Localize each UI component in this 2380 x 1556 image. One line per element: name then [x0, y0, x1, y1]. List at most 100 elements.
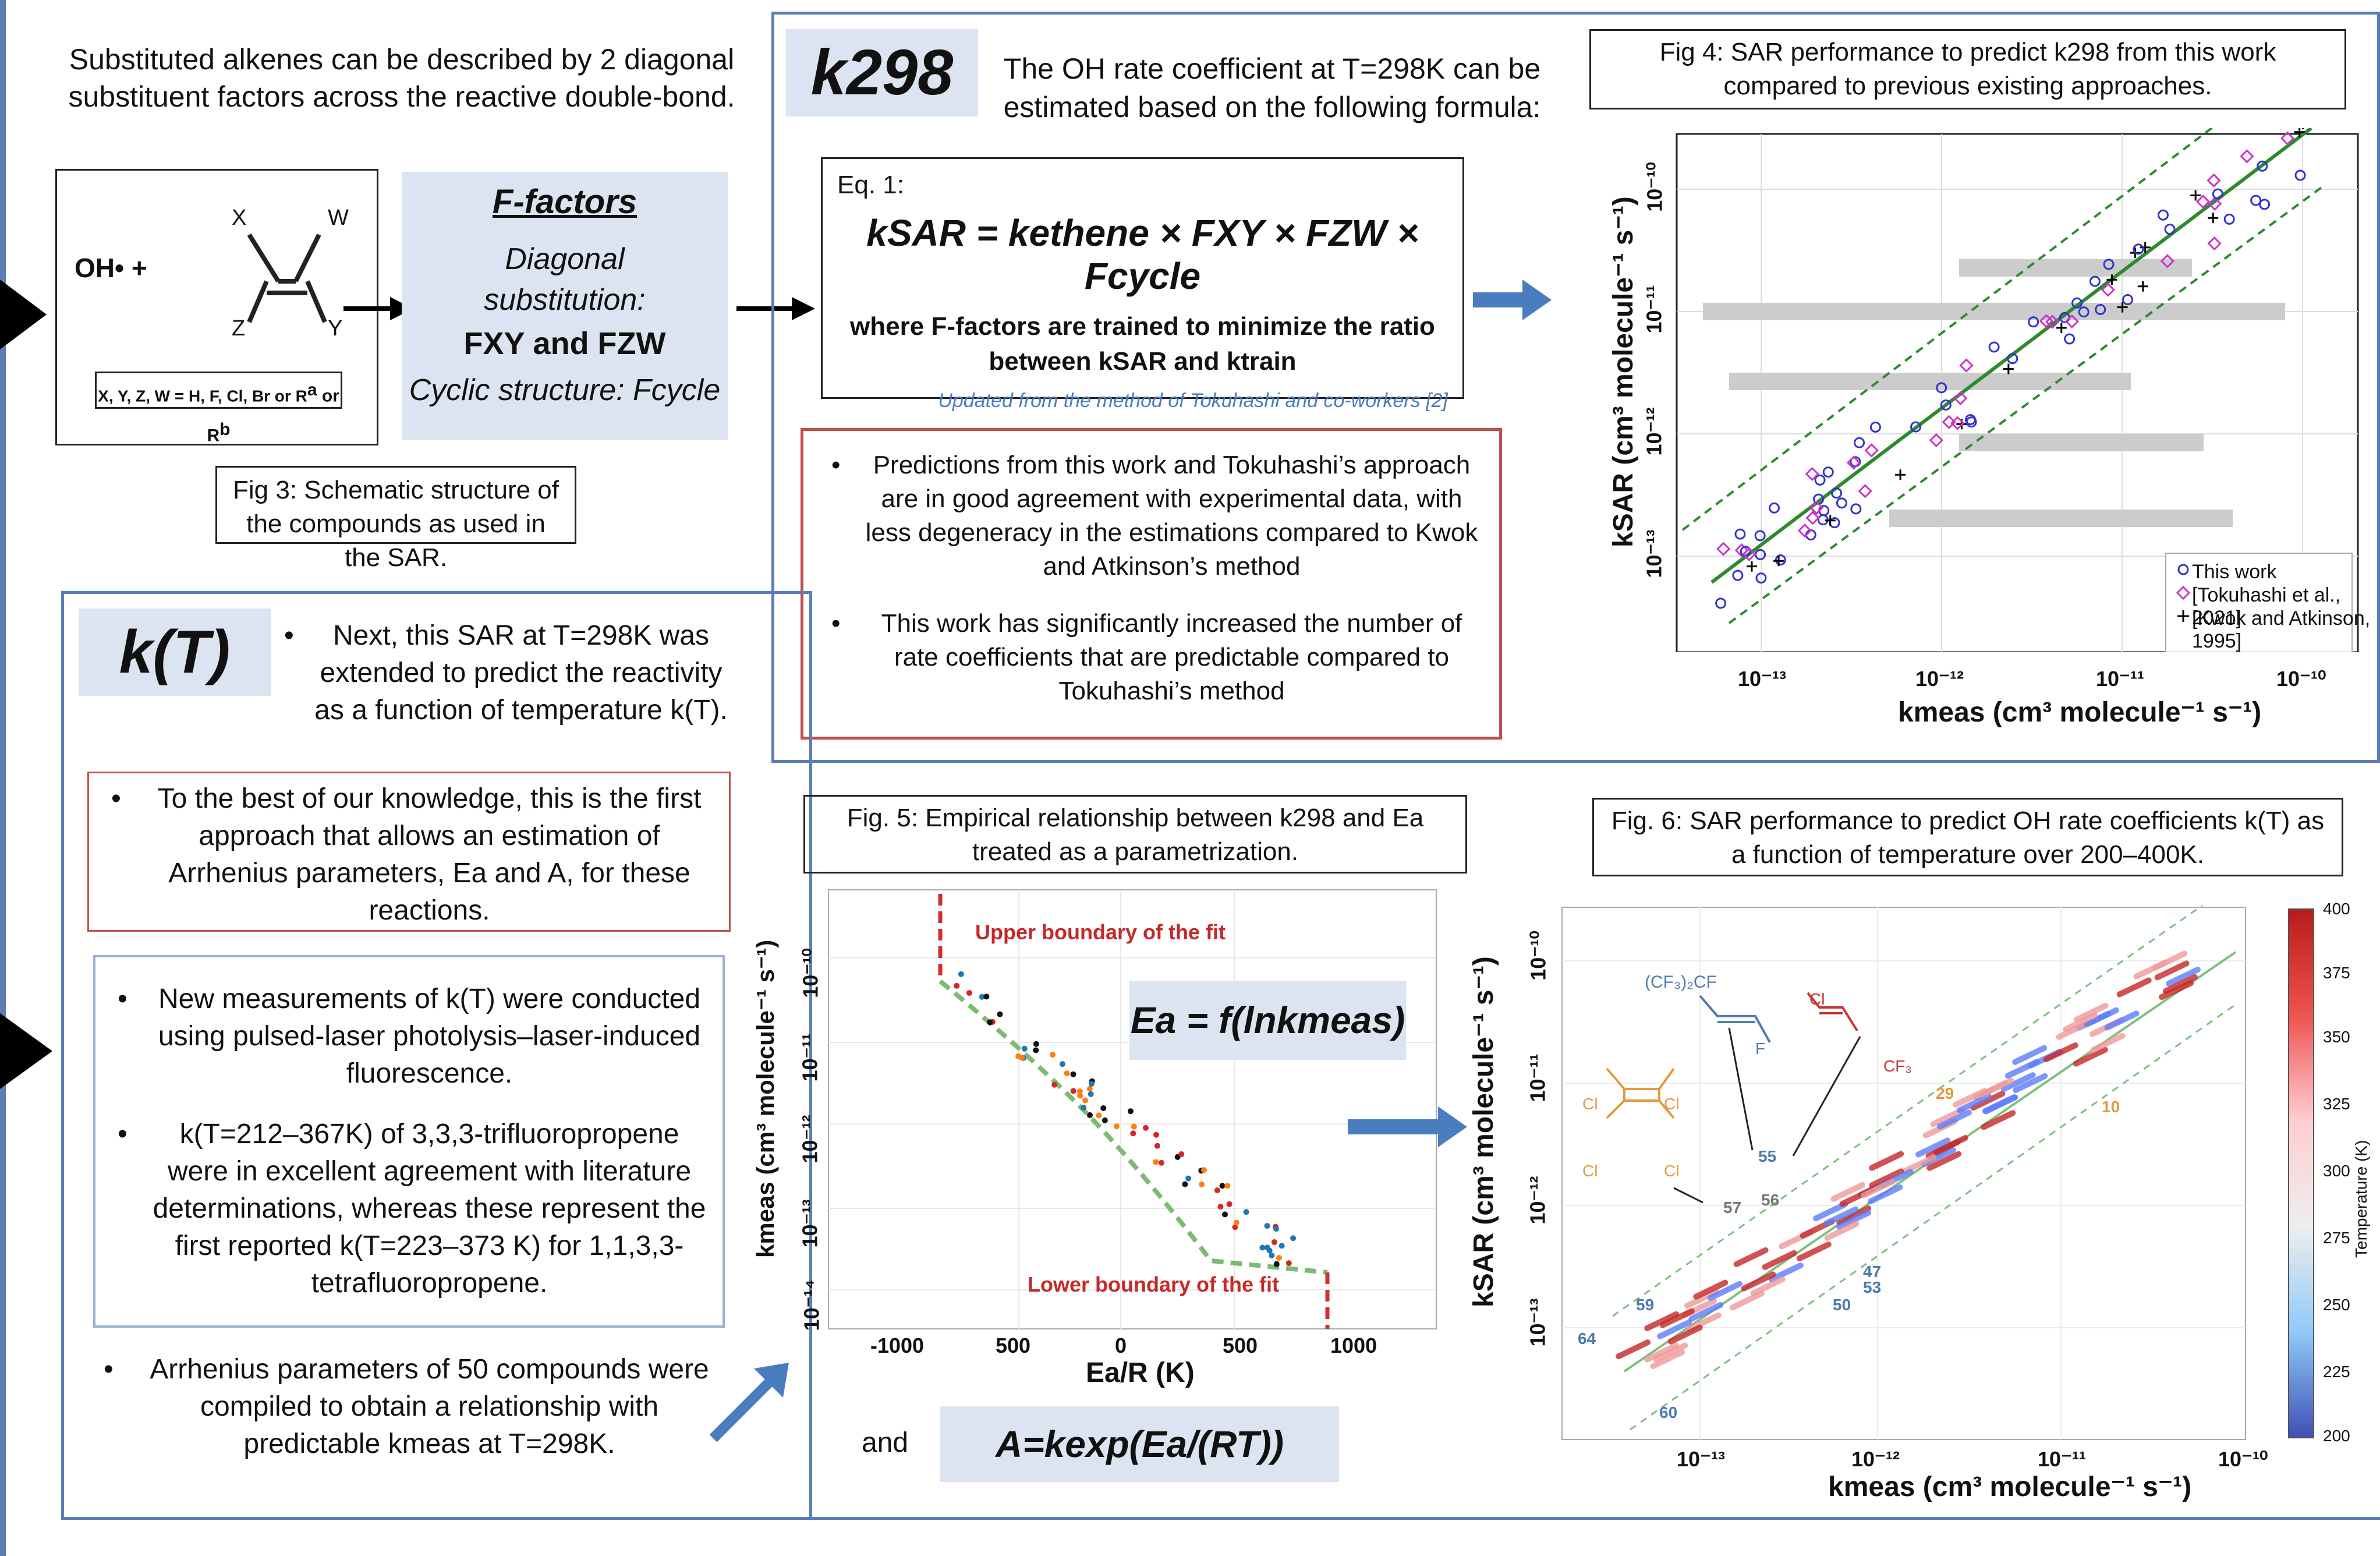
fig4-xlabel: kmeas (cm³ molecule⁻¹ s⁻¹) [1898, 696, 2261, 729]
fig6-colorbar-label: Temperature (K) [2352, 1140, 2371, 1258]
fig5-point [1033, 1048, 1039, 1053]
arrow-to-fig5 [707, 1357, 795, 1444]
fig4-ytick-4: 10⁻¹³ [1642, 529, 1667, 578]
fig5-point [1201, 1167, 1207, 1173]
k298-bullet-2: This work has significantly increased th… [821, 607, 1482, 708]
fig6-label-57: 57 [1723, 1198, 1741, 1217]
fig5-ytick-1: 10⁻¹⁰ [799, 948, 823, 998]
fig5-point [997, 1012, 1003, 1017]
fig6-ytick-2: 10⁻¹¹ [1526, 1053, 1550, 1102]
fig5-point [1153, 1159, 1159, 1165]
ffactors-line3: FXY and FZW [402, 320, 728, 367]
fig5-point [1199, 1182, 1205, 1187]
fig5-point [1159, 1160, 1164, 1166]
fig6-colorbar [2288, 908, 2314, 1438]
fig5-point [1220, 1183, 1226, 1189]
fig5-lower: Lower boundary of the fit [1028, 1272, 1279, 1297]
fig6-mol-cl-3: Cl [1582, 1162, 1598, 1180]
measurement-2: k(T=212–367K) of 3,3,3-trifluoropropene … [107, 1116, 711, 1302]
fig5-point [1060, 1061, 1065, 1067]
fig6-xlabel: kmeas (cm³ molecule⁻¹ s⁻¹) [1828, 1470, 2191, 1503]
eq1-where: where F-factors are trained to minimize … [837, 309, 1448, 379]
fig6-ytick-3: 10⁻¹² [1526, 1176, 1550, 1224]
fig5-point [1096, 1112, 1102, 1118]
fig5-point [1269, 1253, 1274, 1258]
k298-bullets-box: Predictions from this work and Tokuhashi… [801, 428, 1502, 740]
fig5-ytick-5: 10⁻¹⁴ [799, 1279, 824, 1331]
fig6-colorbar-tick-1: 400 [2323, 900, 2350, 918]
fig5-point [1265, 1244, 1270, 1250]
fig6-label-50: 50 [1833, 1296, 1851, 1314]
fig4-xtick-2: 10⁻¹² [1915, 667, 1964, 691]
fig3-caption-box: Fig 3: Schematic structure of the compou… [215, 466, 576, 544]
left-arrow-bottom [0, 1013, 52, 1089]
k298-intro: The OH rate coefficient at T=298K can be… [996, 49, 1549, 126]
fig5-xtick-4: 500 [1223, 1334, 1258, 1358]
fig6-label-59: 59 [1636, 1296, 1654, 1314]
fig6-label-53: 53 [1863, 1278, 1881, 1297]
fig5-point [1071, 1088, 1076, 1094]
kt-intro: Next, this SAR at T=298K was extended to… [274, 617, 728, 729]
kt-intro-list: Next, this SAR at T=298K was extended to… [274, 617, 728, 729]
fig5-point [1244, 1209, 1249, 1215]
fig4-caption: Fig 4: SAR performance to predict k298 f… [1600, 36, 2336, 103]
fig6-mol-cl-4: Cl [1664, 1162, 1679, 1180]
fig5-point [1019, 1055, 1025, 1060]
fig5-point [1064, 1070, 1070, 1076]
k298-bullet-1: Predictions from this work and Tokuhashi… [821, 448, 1482, 584]
fig5-ytick-2: 10⁻¹¹ [798, 1033, 823, 1081]
fig5-point [1153, 1132, 1159, 1138]
fig5-point [958, 971, 964, 977]
fig4-legend-3: [Kwok and Atkinson, 1995] [2192, 607, 2380, 653]
reactant-label: OH• + [75, 252, 147, 284]
fig5-point [1071, 1071, 1076, 1077]
fig6-ytick-4: 10⁻¹³ [1526, 1298, 1550, 1346]
ffactors-line1: Diagonal [402, 239, 728, 280]
fig4-ytick-3: 10⁻¹² [1642, 407, 1667, 455]
fig5-xtick-5: 1000 [1330, 1334, 1377, 1358]
fig5-point [1276, 1255, 1282, 1261]
fig6-label-60: 60 [1659, 1403, 1677, 1422]
fig5-ytick-3: 10⁻¹² [798, 1115, 823, 1163]
fig5-formula: Ea = f(lnkmeas) [1131, 999, 1405, 1041]
sub-x: X [232, 206, 246, 231]
fig5-point [1218, 1204, 1224, 1210]
fig3-structure-box: OH• + X W Z Y X, Y, Z, W = H, F, Cl, Br … [55, 169, 378, 445]
kt-label: k(T) [119, 618, 231, 686]
fig6-label-64: 64 [1578, 1329, 1596, 1348]
eq1-box: Eq. 1: kSAR = kethene × FXY × FZW × Fcyc… [821, 157, 1464, 399]
k298-label: k298 [811, 37, 954, 108]
fig6-xtick-3: 10⁻¹¹ [2038, 1447, 2086, 1472]
fig6-ylabel: kSAR (cm³ molecule⁻¹ s⁻¹) [1467, 956, 1500, 1307]
fig6-colorbar-tick-4: 325 [2323, 1095, 2350, 1113]
ffactors-title: F-factors [402, 182, 728, 221]
fig5-point [987, 1019, 993, 1025]
fig5-point [1279, 1243, 1285, 1249]
fig5-upper: Upper boundary of the fit [975, 920, 1226, 945]
fig4-ytick-1: 10⁻¹⁰ [1643, 162, 1667, 211]
fig5-xtick-2: 500 [996, 1334, 1030, 1358]
first-approach-text: To the best of our knowledge, this is th… [101, 780, 717, 929]
fig6-caption: Fig. 6: SAR performance to predict OH ra… [1603, 804, 2333, 872]
fig5-point [1114, 1123, 1120, 1129]
a-formula-box: A=kexp(Ea/(RT)) [940, 1406, 1339, 1482]
fig5-point [1286, 1260, 1292, 1266]
measurements-list: New measurements of k(T) were conducted … [107, 981, 711, 1302]
fig5-point [1274, 1261, 1280, 1267]
fig5-point [1128, 1108, 1134, 1114]
fig5-point [966, 990, 972, 996]
fig6-colorbar-tick-5: 300 [2323, 1162, 2350, 1180]
fig5-point [1143, 1125, 1149, 1131]
fig5-point [983, 993, 989, 999]
fig5-point [1224, 1183, 1230, 1189]
fig6-mol-cf3cf: (CF₃)₂CF [1645, 972, 1717, 992]
fig5-point [1087, 1112, 1093, 1118]
eq1-credit: Updated from the method of Tokuhashi and… [837, 390, 1448, 412]
first-approach-box: To the best of our knowledge, this is th… [87, 772, 731, 932]
fig5-point [1222, 1211, 1228, 1217]
a-formula: A=kexp(Ea/(RT)) [996, 1423, 1284, 1465]
fig5-point [1033, 1041, 1039, 1047]
fig5-caption: Fig. 5: Empirical relationship between k… [811, 801, 1460, 869]
fig5-xlabel: Ea/R (K) [1086, 1357, 1195, 1389]
fig6-xtick-2: 10⁻¹² [1851, 1447, 1900, 1472]
